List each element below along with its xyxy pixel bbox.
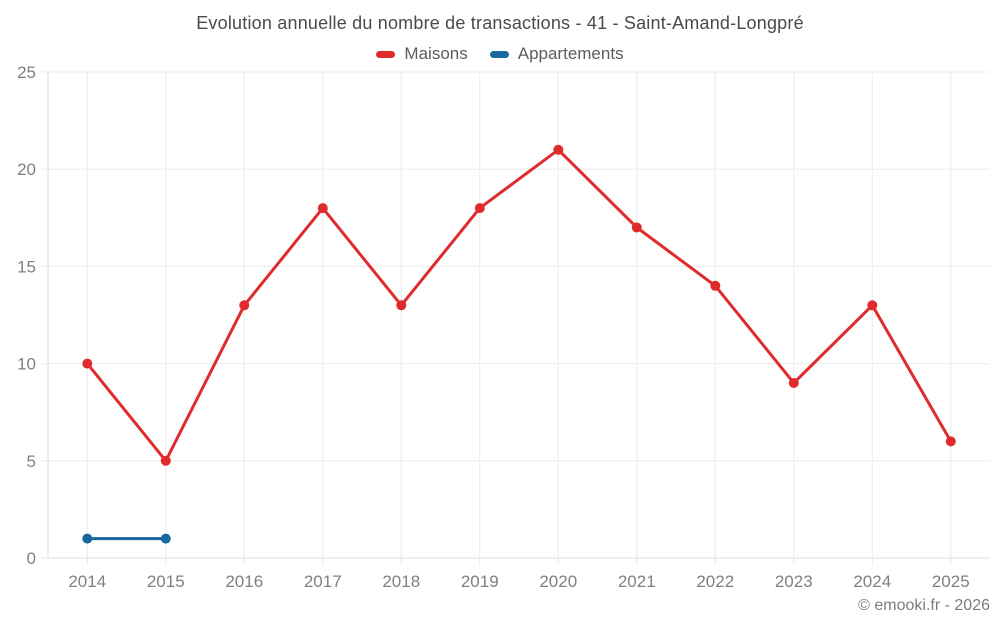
maisons-legend-swatch-icon <box>376 50 396 58</box>
copyright-text: © emooki.fr - 2026 <box>858 597 990 614</box>
chart-legend: Maisons Appartements <box>0 44 1000 64</box>
appartements-data-point[interactable] <box>82 533 93 544</box>
maisons-data-point[interactable] <box>82 358 93 369</box>
legend-label-appartements: Appartements <box>517 44 624 63</box>
y-tick-label: 25 <box>17 63 36 82</box>
legend-item-appartements[interactable]: Appartements <box>489 44 624 64</box>
y-tick-label: 10 <box>17 355 36 374</box>
appartements-data-point[interactable] <box>160 533 171 544</box>
x-tick-label: 2019 <box>461 572 499 591</box>
maisons-data-point[interactable] <box>631 222 642 233</box>
x-tick-label: 2022 <box>696 572 734 591</box>
maisons-data-point[interactable] <box>553 144 564 155</box>
y-tick-label: 0 <box>27 549 36 568</box>
x-tick-label: 2017 <box>304 572 342 591</box>
x-tick-label: 2016 <box>225 572 263 591</box>
x-tick-label: 2024 <box>853 572 891 591</box>
maisons-data-point[interactable] <box>867 300 878 311</box>
legend-label-maisons: Maisons <box>404 44 468 63</box>
maisons-data-point[interactable] <box>474 203 485 214</box>
maisons-data-point[interactable] <box>788 378 799 388</box>
maisons-data-point[interactable] <box>945 436 956 447</box>
x-tick-label: 2021 <box>618 572 656 591</box>
maisons-data-point[interactable] <box>317 203 328 214</box>
maisons-data-point[interactable] <box>396 300 407 311</box>
maisons-line-series <box>85 148 953 463</box>
x-tick-label: 2020 <box>539 572 577 591</box>
chart-title: Evolution annuelle du nombre de transact… <box>196 13 804 33</box>
maisons-data-point[interactable] <box>710 280 721 291</box>
legend-item-maisons[interactable]: Maisons <box>376 44 468 64</box>
y-tick-label: 20 <box>17 160 36 179</box>
maisons-data-point[interactable] <box>239 300 250 311</box>
x-tick-label: 2015 <box>147 572 185 591</box>
x-tick-label: 2025 <box>932 572 970 591</box>
maisons-data-point[interactable] <box>160 455 171 466</box>
x-tick-label: 2018 <box>382 572 420 591</box>
x-tick-label: 2023 <box>775 572 813 591</box>
y-tick-label: 5 <box>27 452 36 471</box>
y-tick-label: 15 <box>17 257 36 276</box>
appartements-legend-swatch-icon <box>489 50 509 58</box>
x-tick-label: 2014 <box>68 572 106 591</box>
